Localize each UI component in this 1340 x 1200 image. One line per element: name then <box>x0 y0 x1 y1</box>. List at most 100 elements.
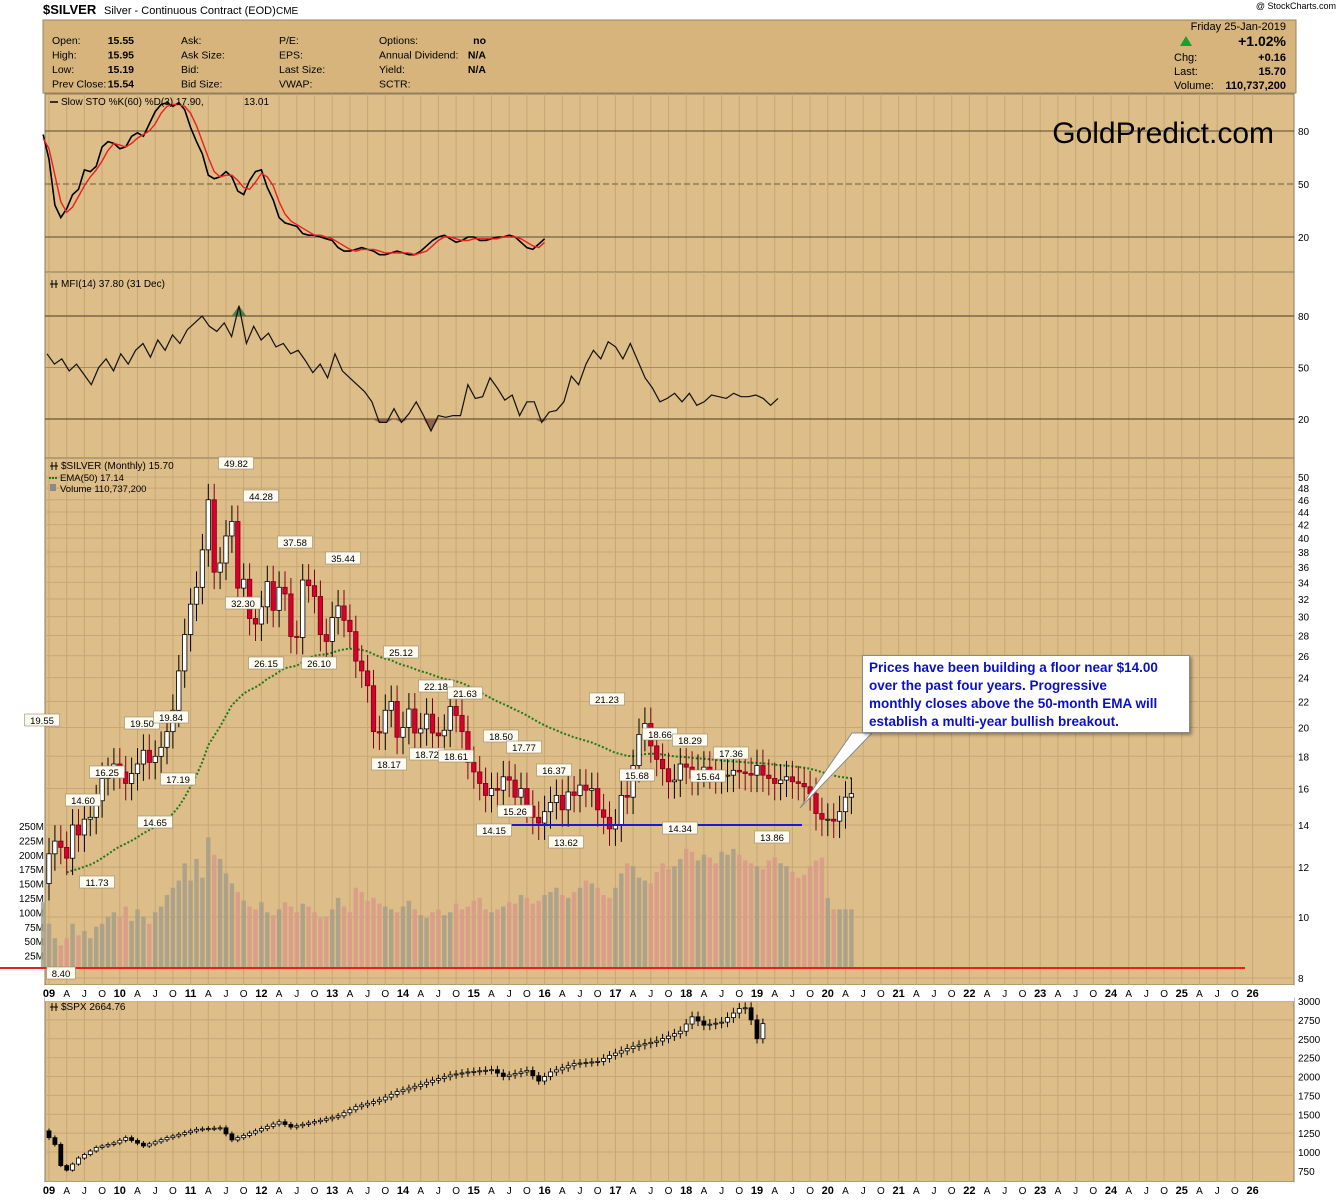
candle-body <box>58 840 64 848</box>
x-tick-label: J <box>932 1186 937 1197</box>
stockcharts-credit: @ StockCharts.com <box>1256 1 1336 11</box>
stochastic-panel: 20 50 80 Slow STO %K(60) %D(3) 17.90, 13.01 <box>42 93 1310 273</box>
candle-body <box>760 765 766 776</box>
spx-candle-body <box>736 1008 742 1014</box>
candle-body <box>341 605 347 621</box>
x-tick-label: J <box>790 1186 795 1197</box>
volume-bar <box>235 892 240 967</box>
volume-bar <box>430 912 435 967</box>
y-tick-label: 2250 <box>1298 1054 1321 1065</box>
volume-bar <box>701 854 707 967</box>
volume-bar <box>760 869 766 967</box>
volume-bar <box>607 897 612 967</box>
spx-candle-body <box>394 1091 400 1095</box>
spx-candle-body <box>205 1128 211 1130</box>
spx-candle-body <box>146 1143 152 1147</box>
chg-label: Chg: <box>1174 52 1197 64</box>
y-tick-label: 48 <box>1298 484 1310 495</box>
quote-value: 15.55 <box>108 35 134 47</box>
volume-bar <box>147 923 152 967</box>
candle-body <box>665 768 672 783</box>
x-tick-label: O <box>523 1186 531 1197</box>
price-label: 15.68 <box>625 771 649 782</box>
x-tick-label: 19 <box>751 1185 763 1197</box>
volume-bar <box>613 887 618 967</box>
spx-candle-body <box>713 1022 719 1025</box>
volume-bar <box>601 895 606 967</box>
volume-bar <box>247 906 252 967</box>
x-tick-label: O <box>665 1186 673 1197</box>
volume-tick-label: 50M <box>25 937 44 948</box>
candle-body <box>848 793 855 798</box>
candle-body <box>813 793 819 814</box>
x-tick-label: O <box>452 1186 460 1197</box>
candle-body <box>795 781 801 784</box>
candle-body <box>571 791 577 796</box>
quote-value: 15.19 <box>108 64 134 76</box>
x-tick-label: O <box>1019 1186 1027 1197</box>
volume-bar <box>512 903 518 967</box>
x-tick-label: O <box>381 989 389 1000</box>
spx-candle-body <box>453 1073 459 1076</box>
price-label-box <box>277 535 313 549</box>
price-label: 25.12 <box>389 648 413 659</box>
x-tick-label: 10 <box>114 1185 126 1197</box>
candle-body <box>542 811 548 824</box>
volume-bar <box>465 906 471 967</box>
quote-label: Annual Dividend: <box>379 50 458 62</box>
volume-bar <box>389 909 394 967</box>
price-label: 14.15 <box>482 826 506 837</box>
price-label-box <box>447 686 483 700</box>
candle-body <box>660 758 666 770</box>
volume-bar <box>365 900 370 967</box>
quote-label: SCTR: <box>379 79 411 91</box>
price-label-box <box>506 740 542 754</box>
x-tick-label: 23 <box>1034 1185 1046 1197</box>
candle-body <box>317 596 324 635</box>
spx-candle-body <box>477 1070 483 1073</box>
y-tick-label: 14 <box>1298 821 1310 832</box>
x-tick-label: 26 <box>1246 1185 1258 1197</box>
volume-tick-label: 175M <box>19 865 44 876</box>
price-label: 32.30 <box>231 599 255 610</box>
y-tick-label: 18 <box>1298 752 1310 763</box>
spx-candle-body <box>760 1023 766 1040</box>
volume-bar <box>813 860 819 967</box>
x-tick-label: O <box>240 1186 248 1197</box>
spx-candle-body <box>548 1071 553 1077</box>
y-tick-label: 36 <box>1298 563 1310 574</box>
spx-candle-body <box>654 1040 660 1043</box>
volume-bar <box>666 869 671 967</box>
spx-candle-body <box>412 1085 418 1089</box>
volume-bar <box>825 897 830 967</box>
volume-bar <box>188 880 193 967</box>
volume-bar <box>548 892 553 967</box>
spx-candle-body <box>494 1069 500 1074</box>
candle-body <box>819 813 825 820</box>
spx-candle-body <box>518 1071 524 1074</box>
quote-table: Open: 15.55 Ask: P/E: Options: no High: 15.95 As… <box>52 35 486 91</box>
volume-tick-label: 250M <box>19 822 44 833</box>
y-tick-label: 1000 <box>1298 1148 1321 1159</box>
volume-bar <box>330 909 335 967</box>
x-tick-label: O <box>594 1186 602 1197</box>
sto-legend: Slow STO %K(60) %D(3) 17.90, <box>61 97 204 108</box>
price-label-box <box>548 835 584 849</box>
candle-body <box>70 824 76 859</box>
spx-candle-body <box>707 1023 713 1026</box>
spx-candle-body <box>559 1067 565 1071</box>
candle-body <box>577 784 583 796</box>
x-tick-label: O <box>1160 989 1168 1000</box>
x-tick-label: A <box>488 1186 495 1197</box>
spx-candle-body <box>235 1137 241 1141</box>
volume-bar <box>88 938 93 967</box>
x-tick-label: A <box>134 1186 141 1197</box>
y-tick-label: 8 <box>1298 974 1304 985</box>
x-tick-label: 17 <box>609 988 621 1000</box>
x-tick-label: J <box>436 1186 441 1197</box>
candle-body <box>624 795 630 798</box>
x-tick-label: 14 <box>397 1185 410 1197</box>
volume-bar <box>164 895 170 967</box>
price-label: 14.60 <box>71 796 95 807</box>
candle-body <box>81 818 87 836</box>
